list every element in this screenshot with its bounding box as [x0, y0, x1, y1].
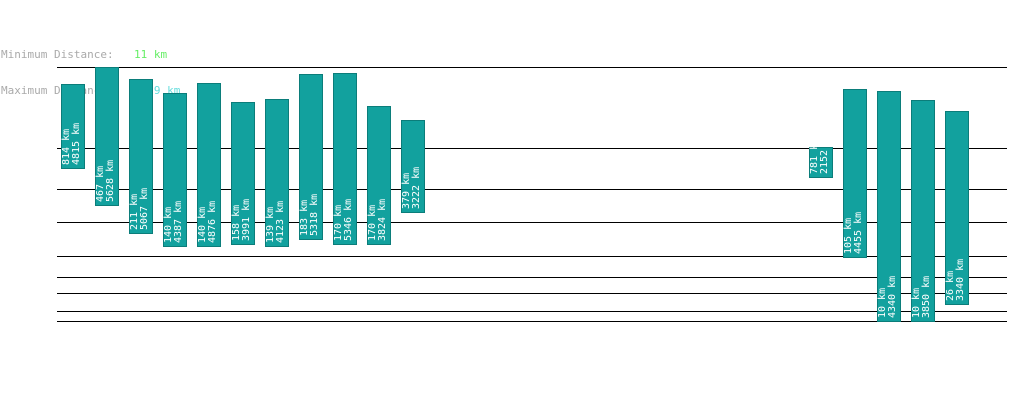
bar-label: 4123 km — [275, 201, 286, 243]
bar-label: 3222 km — [411, 167, 422, 209]
bar-label: 5628 km — [105, 160, 116, 202]
bar-label: 4815 km — [71, 123, 82, 165]
bar-label: 3340 km — [955, 259, 966, 301]
bar-label: 4876 km — [207, 201, 218, 243]
range-bar — [843, 89, 867, 258]
bar-label: 158 km — [231, 205, 242, 241]
bar-label: 140 km — [163, 207, 174, 243]
bar-label: 4455 km — [853, 212, 864, 254]
bar-label: 140 km — [197, 207, 208, 243]
range-bar — [129, 79, 153, 234]
bar-label: 5346 km — [343, 199, 354, 241]
bar-label: 4387 km — [173, 201, 184, 243]
bar-label: 814 km — [61, 129, 72, 165]
range-bar — [163, 93, 187, 247]
bar-label: 183 km — [299, 200, 310, 236]
min-distance-value: 11 km — [134, 48, 168, 61]
range-bar — [911, 100, 935, 322]
min-distance-label: Minimum Distance: — [1, 48, 114, 61]
bar-label: 4340 km — [887, 276, 898, 318]
range-bar — [265, 99, 289, 247]
range-bar — [299, 74, 323, 240]
bar-label: 211 km — [129, 194, 140, 230]
bar-label: 170 km — [333, 205, 344, 241]
range-bar — [945, 111, 969, 305]
range-bar — [809, 147, 833, 178]
bar-label: 3824 km — [377, 199, 388, 241]
bar-label: 467 km — [95, 166, 106, 202]
bar-label: 5318 km — [309, 194, 320, 236]
bar-label: 3991 km — [241, 199, 252, 241]
bar-label: 105 km — [843, 218, 854, 254]
bar-label: 26 km — [945, 271, 956, 301]
bar-label: 139 km — [265, 207, 276, 243]
bar-label: 10 km — [877, 288, 888, 318]
range-bar — [877, 91, 901, 322]
bar-label: 781 km — [809, 138, 820, 174]
range-bar — [231, 102, 255, 245]
bar-label: 2152 km — [819, 132, 830, 174]
bar-label: 170 km — [367, 205, 378, 241]
bar-label: 5067 km — [139, 188, 150, 230]
range-bar — [61, 84, 85, 169]
range-bar — [401, 120, 425, 213]
min-distance-row: Minimum Distance: 11 km — [1, 49, 180, 61]
bar-label: 379 km — [401, 173, 412, 209]
range-bar — [333, 73, 357, 245]
range-bar — [197, 83, 221, 247]
range-bar — [95, 67, 119, 206]
bar-label: 10 km — [911, 288, 922, 318]
range-bar — [367, 106, 391, 245]
bar-label: 3850 km — [921, 276, 932, 318]
